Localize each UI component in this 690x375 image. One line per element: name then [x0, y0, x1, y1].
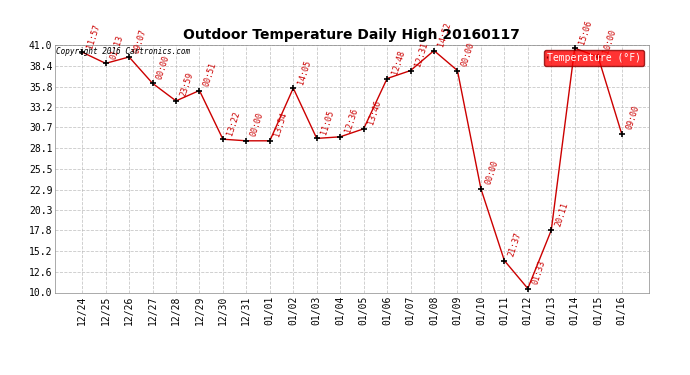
Text: 00:00: 00:00	[460, 41, 477, 68]
Text: 00:00: 00:00	[484, 159, 500, 186]
Text: 12:31: 12:31	[413, 41, 430, 68]
Text: 12:36: 12:36	[343, 108, 359, 134]
Text: 12:48: 12:48	[390, 49, 406, 76]
Text: 13:46: 13:46	[366, 99, 383, 126]
Text: 11:05: 11:05	[319, 109, 336, 136]
Text: 15:06: 15:06	[578, 19, 594, 45]
Text: 09:00: 09:00	[624, 104, 641, 131]
Text: 20:11: 20:11	[554, 201, 571, 228]
Text: Copyright 2016 Cartronics.com: Copyright 2016 Cartronics.com	[56, 48, 190, 57]
Text: 21:37: 21:37	[507, 231, 524, 258]
Text: 13:54: 13:54	[273, 111, 289, 138]
Text: 01:33: 01:33	[531, 259, 547, 286]
Text: 14:52: 14:52	[437, 21, 453, 48]
Text: 11:57: 11:57	[85, 23, 101, 50]
Text: 09:07: 09:07	[132, 28, 148, 54]
Text: 23:59: 23:59	[179, 72, 195, 98]
Text: 13:22: 13:22	[226, 110, 242, 136]
Text: 00:00: 00:00	[155, 54, 172, 81]
Title: Outdoor Temperature Daily High 20160117: Outdoor Temperature Daily High 20160117	[184, 28, 520, 42]
Text: 14:05: 14:05	[296, 59, 313, 86]
Text: 00:00: 00:00	[249, 111, 266, 138]
Text: 00:51: 00:51	[202, 61, 219, 88]
Legend: Temperature (°F): Temperature (°F)	[544, 50, 644, 66]
Text: 01:13: 01:13	[108, 34, 125, 61]
Text: 10:00: 10:00	[601, 28, 618, 54]
